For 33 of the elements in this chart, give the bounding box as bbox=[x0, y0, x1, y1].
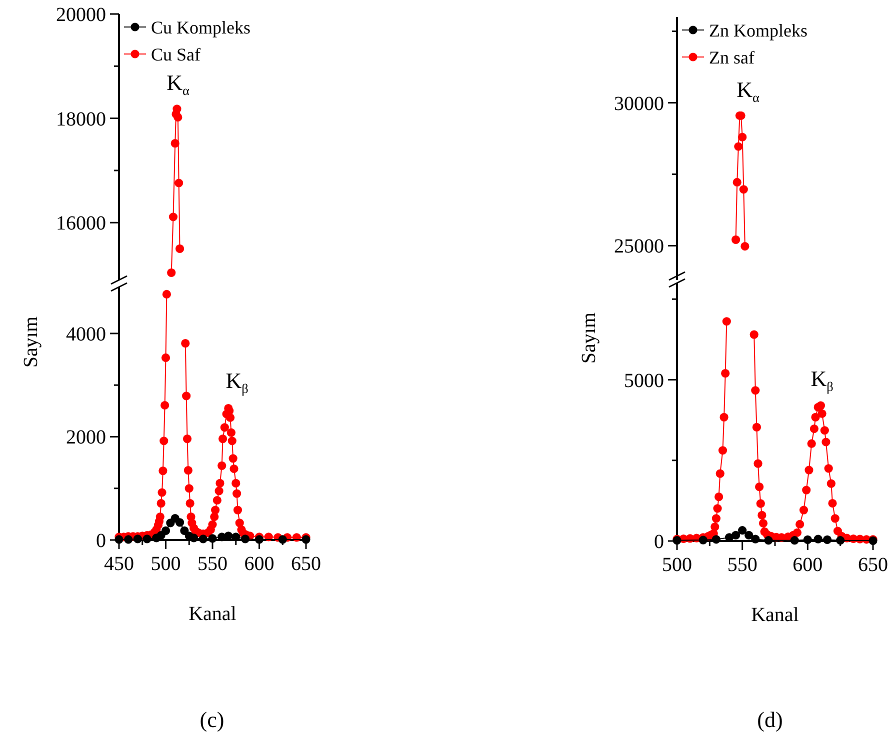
y-tick-label: 18000 bbox=[56, 108, 106, 130]
y-tick-label: 5000 bbox=[624, 370, 664, 392]
annotation: K$_{α}$ bbox=[736, 77, 760, 106]
text: (d) bbox=[757, 707, 783, 732]
x-tick-label: 600 bbox=[244, 553, 274, 575]
x-tick-label: 500 bbox=[150, 553, 181, 575]
y-axis-title: Sayım bbox=[578, 312, 600, 364]
annotation: K$_{β}$ bbox=[226, 368, 249, 396]
y-tick-label: 4000 bbox=[66, 323, 106, 346]
x-tick-label: 650 bbox=[858, 554, 888, 576]
y-tick-label: 0 bbox=[96, 530, 106, 552]
y-tick-label: 20000 bbox=[56, 4, 106, 26]
text: (c) bbox=[200, 707, 224, 732]
x-tick-label: 600 bbox=[792, 554, 823, 576]
legend-label: Zn saf bbox=[709, 47, 754, 68]
x-tick-label: 550 bbox=[727, 554, 758, 576]
x-tick-label: 450 bbox=[104, 553, 134, 575]
y-tick-label: 30000 bbox=[614, 92, 664, 115]
x-tick-label: 500 bbox=[662, 554, 692, 576]
legend-label: Zn Kompleks bbox=[709, 20, 808, 40]
y-tick-label: 2000 bbox=[66, 426, 106, 449]
annotation: K$_{β}$ bbox=[810, 366, 834, 394]
legend-label: Cu Saf bbox=[151, 44, 201, 64]
y-axis-title: Sayım bbox=[20, 316, 42, 368]
annotation: K$_{α}$ bbox=[166, 70, 190, 98]
x-axis-title: Kanal bbox=[188, 603, 237, 625]
y-tick-label: 0 bbox=[654, 531, 664, 553]
legend-label: Cu Kompleks bbox=[151, 17, 251, 38]
x-axis-title: Kanal bbox=[751, 604, 800, 626]
y-tick-label: 16000 bbox=[56, 212, 106, 235]
x-tick-label: 550 bbox=[198, 553, 228, 575]
x-tick-label: 650 bbox=[291, 553, 321, 575]
y-tick-label: 25000 bbox=[614, 236, 664, 258]
